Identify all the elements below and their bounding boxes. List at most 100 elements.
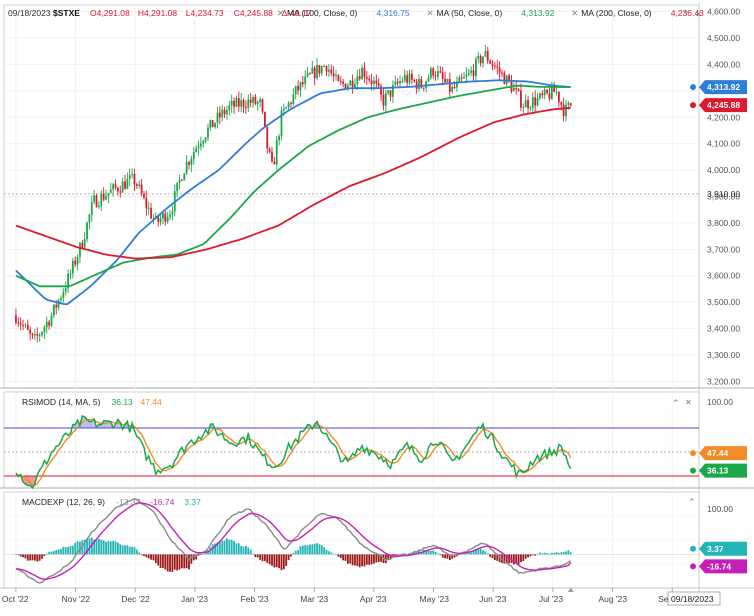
candle-body <box>112 184 115 190</box>
collapse-icon[interactable]: ⌃ <box>682 9 690 19</box>
candle-body <box>368 78 371 81</box>
candle-body <box>209 120 212 128</box>
candle-body <box>527 100 529 109</box>
price-y-tick: 4,400.00 <box>707 59 740 69</box>
macd-hist-bar <box>26 554 29 561</box>
macd-hist-bar <box>403 553 406 555</box>
macd-hist-bar <box>309 544 311 555</box>
macd-hist-bar <box>444 554 446 559</box>
macd-hist-bar <box>401 553 404 555</box>
macd-hist-bar <box>539 552 541 555</box>
macd-hist-bar <box>173 554 176 570</box>
rsi-value-label: 47.44 <box>141 397 163 407</box>
macd-hist-bar <box>463 553 465 555</box>
macd-hist-bar <box>493 554 496 561</box>
macd-hist-bar <box>294 550 297 555</box>
x-tick-label: Oct '22 <box>2 594 29 604</box>
macd-hist-bar <box>453 554 456 558</box>
candle-body <box>43 327 46 333</box>
macd-hist-value-tag-dot <box>690 545 696 552</box>
candle-body <box>268 148 271 152</box>
candle-body <box>439 71 442 73</box>
macd-hist-bar <box>524 554 527 559</box>
header-ma-legend: ✕ MA (100, Close, 0) 4,316.75 ✕ MA (50, Clos… <box>277 8 704 18</box>
macd-hist-bar <box>557 553 560 555</box>
candle-body <box>157 215 160 222</box>
macd-hist-bar <box>368 554 371 565</box>
ma-legend-value: 4,236.43 <box>671 8 704 18</box>
rsi-close-icon[interactable]: ✕ <box>685 398 692 407</box>
candle-body <box>256 102 259 104</box>
candle-body <box>275 140 278 165</box>
reference-line-label: 3,910.00 <box>707 189 740 199</box>
macd-hist-bar <box>79 541 81 555</box>
candle-body <box>33 334 36 336</box>
macd-hist-bar <box>135 549 138 555</box>
macd-hist-bar <box>133 547 136 555</box>
macd-hist-bar <box>285 554 288 566</box>
candle-body <box>93 195 96 203</box>
price-y-tick: 3,400.00 <box>707 324 740 334</box>
price-y-tick: 3,700.00 <box>707 244 740 254</box>
candle-body <box>427 77 430 82</box>
header-symbol: $STXE <box>53 8 80 18</box>
candle-body <box>245 107 247 109</box>
macd-hist-bar <box>486 553 489 555</box>
macd-hist-bar <box>560 552 563 555</box>
candle-body <box>529 107 532 109</box>
macd-hist-bar <box>297 549 299 555</box>
candle-body <box>221 109 224 118</box>
candle-body <box>292 94 295 104</box>
close-icon[interactable]: ✕ <box>695 10 702 19</box>
macd-hist-bar <box>451 554 454 559</box>
macd-hist-bar <box>240 546 243 555</box>
macd-hist-bar <box>128 546 131 555</box>
candle-body <box>171 211 174 215</box>
macd-hist-bar <box>180 554 183 569</box>
ma-legend-name: MA (100, Close, 0) <box>287 8 358 18</box>
macd-line <box>15 497 572 584</box>
candle-body <box>501 72 503 74</box>
macd-signal-line <box>15 502 572 580</box>
candle-body <box>17 322 20 324</box>
current-date-marker <box>567 588 574 592</box>
macd-hist-bar <box>83 539 86 555</box>
candle-body <box>150 207 152 219</box>
macd-hist-bar <box>467 551 470 555</box>
moving-averages <box>15 79 571 306</box>
rsi-value-labels: 36.13 47.44 <box>112 397 163 407</box>
macd-hist-bar <box>88 538 91 555</box>
candle-body <box>508 75 510 81</box>
candle-body <box>351 80 354 88</box>
rsi-ma-value-tag: 47.44 <box>707 448 729 458</box>
macd-value-label: -13.37 <box>116 497 140 507</box>
macd-hist-bar <box>233 540 235 555</box>
candle-body <box>57 299 60 308</box>
candle-body <box>24 324 27 326</box>
candle-body <box>306 73 309 77</box>
macd-hist-bar <box>394 554 397 556</box>
candle-body <box>354 84 356 88</box>
current-date-tag-bg <box>667 591 721 606</box>
candle-body <box>434 75 437 77</box>
macd-hist-bar <box>145 554 148 558</box>
macd-hist-bar <box>230 539 233 555</box>
rsi-collapse-icon[interactable]: ⌃ <box>672 398 680 408</box>
macd-collapse-icon[interactable]: ⌃ <box>688 497 696 507</box>
rsi-lines <box>15 415 572 490</box>
macd-hist-bar <box>472 550 475 555</box>
macd-hist-bar <box>387 554 390 561</box>
macd-hist-bar <box>441 554 444 558</box>
macd-hist-bar <box>365 554 368 565</box>
candle-body <box>114 184 117 188</box>
macd-hist-bar <box>505 554 508 564</box>
price-value-tag-bg <box>699 80 747 95</box>
macd-hist-bar <box>64 547 67 555</box>
candle-body <box>45 321 48 328</box>
header-date: 09/18/2023 <box>8 8 51 18</box>
candle-body <box>294 86 297 95</box>
rsi-ma-value-tag-bg <box>699 446 747 461</box>
macd-hist-bar <box>380 554 382 562</box>
candle-body <box>55 304 58 308</box>
